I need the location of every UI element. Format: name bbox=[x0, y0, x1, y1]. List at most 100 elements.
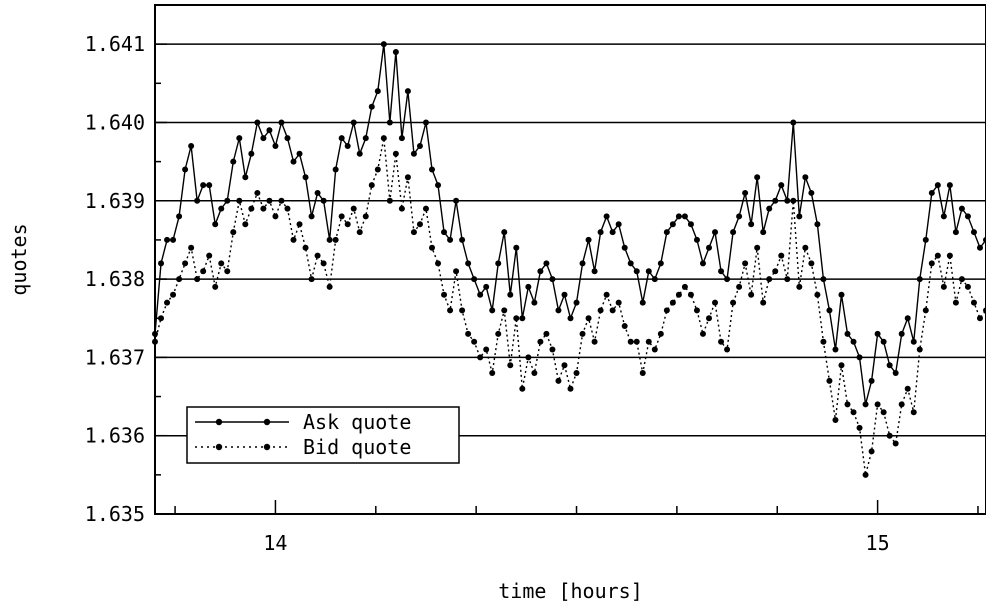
y-axis-label: quotes bbox=[7, 223, 31, 295]
data-point bbox=[459, 236, 466, 243]
data-point bbox=[964, 283, 971, 290]
data-point bbox=[212, 283, 219, 290]
data-point bbox=[404, 88, 411, 95]
data-point bbox=[200, 182, 207, 189]
series-line bbox=[154, 44, 986, 405]
data-point bbox=[314, 252, 321, 259]
data-point bbox=[724, 346, 731, 353]
data-point bbox=[814, 291, 821, 298]
data-point bbox=[230, 158, 237, 165]
data-point bbox=[579, 330, 586, 337]
data-point bbox=[760, 299, 767, 306]
y-tick-label: 1.638 bbox=[85, 267, 145, 291]
data-point bbox=[441, 229, 448, 236]
data-point bbox=[483, 346, 490, 353]
data-point bbox=[272, 213, 279, 220]
data-point bbox=[760, 229, 767, 236]
data-point bbox=[477, 354, 484, 361]
data-point bbox=[886, 362, 893, 369]
data-point bbox=[706, 244, 712, 251]
data-point bbox=[766, 276, 773, 283]
data-point bbox=[404, 174, 411, 181]
data-point bbox=[290, 158, 297, 165]
data-point bbox=[934, 182, 941, 189]
data-point bbox=[302, 244, 309, 251]
data-point bbox=[615, 221, 622, 228]
data-point bbox=[838, 291, 845, 298]
data-point bbox=[633, 338, 640, 345]
data-point bbox=[712, 299, 719, 306]
data-point bbox=[736, 213, 743, 220]
data-point bbox=[675, 213, 682, 220]
data-point bbox=[964, 213, 971, 220]
data-point bbox=[326, 236, 333, 243]
data-point bbox=[820, 276, 827, 283]
data-point bbox=[206, 182, 213, 189]
data-point bbox=[784, 197, 791, 204]
data-point bbox=[338, 213, 345, 220]
data-point bbox=[362, 135, 369, 142]
data-point bbox=[344, 221, 351, 228]
y-tick-label: 1.637 bbox=[85, 345, 145, 369]
data-point bbox=[224, 197, 231, 204]
data-point bbox=[278, 197, 285, 204]
data-point bbox=[266, 197, 273, 204]
legend-entry-bid-quote: Bid quote bbox=[195, 435, 411, 459]
data-point bbox=[952, 229, 959, 236]
data-point bbox=[465, 260, 472, 267]
data-point bbox=[645, 268, 652, 275]
data-point bbox=[170, 236, 177, 243]
data-point bbox=[320, 197, 327, 204]
data-point bbox=[567, 315, 574, 322]
data-point bbox=[435, 260, 442, 267]
data-point bbox=[699, 260, 706, 267]
data-point bbox=[748, 291, 755, 298]
data-point bbox=[766, 205, 773, 212]
data-point bbox=[892, 370, 899, 377]
data-point bbox=[748, 221, 755, 228]
data-point bbox=[844, 401, 851, 408]
legend-label-bid-quote: Bid quote bbox=[303, 435, 411, 459]
data-point bbox=[194, 197, 201, 204]
data-point bbox=[627, 260, 634, 267]
data-point bbox=[832, 417, 839, 424]
data-point bbox=[730, 299, 737, 306]
data-point bbox=[218, 260, 225, 267]
data-point bbox=[561, 291, 568, 298]
data-point bbox=[362, 213, 369, 220]
y-tick-label: 1.639 bbox=[85, 189, 145, 213]
data-point bbox=[290, 236, 297, 243]
data-point bbox=[633, 268, 640, 275]
data-point bbox=[320, 260, 327, 267]
data-point bbox=[410, 150, 417, 157]
data-point bbox=[212, 221, 219, 228]
data-point bbox=[356, 229, 363, 236]
data-point bbox=[537, 338, 544, 345]
data-point bbox=[314, 189, 321, 196]
data-point bbox=[254, 189, 261, 196]
data-point bbox=[392, 48, 399, 55]
axis-ticks bbox=[155, 4, 979, 515]
data-point bbox=[802, 244, 809, 251]
data-point bbox=[416, 142, 423, 149]
data-point bbox=[380, 135, 387, 142]
data-point bbox=[838, 362, 845, 369]
data-point bbox=[784, 276, 791, 283]
data-point bbox=[254, 119, 261, 126]
data-point bbox=[898, 401, 905, 408]
data-point bbox=[952, 299, 959, 306]
data-point bbox=[567, 385, 574, 392]
data-point bbox=[308, 276, 315, 283]
data-point bbox=[657, 260, 664, 267]
data-point bbox=[796, 213, 803, 220]
data-point bbox=[471, 338, 478, 345]
data-point bbox=[591, 338, 598, 345]
data-point bbox=[429, 244, 435, 251]
data-point bbox=[248, 205, 255, 212]
data-point bbox=[910, 409, 917, 416]
data-point bbox=[386, 197, 393, 204]
data-point bbox=[808, 260, 815, 267]
data-point bbox=[356, 150, 363, 157]
data-point bbox=[525, 283, 532, 290]
data-point bbox=[597, 307, 604, 314]
